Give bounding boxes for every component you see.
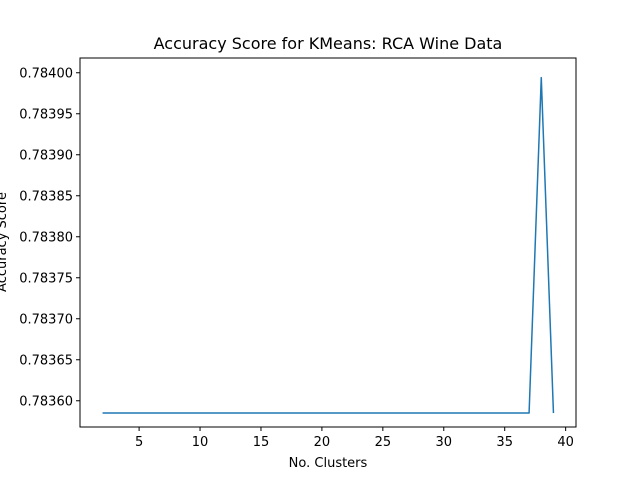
y-tick-label: 0.78395 [19, 107, 73, 122]
x-tick-label: 25 [375, 435, 392, 450]
y-tick-label: 0.78400 [19, 66, 73, 81]
x-tick-label: 35 [496, 435, 513, 450]
plot-area [102, 76, 555, 414]
y-axis-ticks: 0.78360 0.78365 0.78370 0.78375 0.78380 0.783… [19, 66, 80, 409]
x-tick-label: 20 [314, 435, 331, 450]
x-tick-label: 15 [253, 435, 270, 450]
y-tick-label: 0.78365 [19, 353, 73, 368]
y-tick-label: 0.78390 [19, 148, 73, 163]
series-line [102, 76, 555, 414]
x-tick-label: 5 [135, 435, 143, 450]
axes-frame [79, 57, 577, 428]
x-tick-label: 40 [557, 435, 574, 450]
y-tick-label: 0.78380 [19, 230, 73, 245]
y-tick-label: 0.78360 [19, 394, 73, 409]
x-tick-label: 30 [436, 435, 453, 450]
y-tick-label: 0.78370 [19, 312, 73, 327]
y-axis-label: Accuracy Score [0, 192, 10, 292]
x-axis-ticks: 5 10 15 20 25 30 35 40 [135, 427, 574, 450]
y-tick-label: 0.78375 [19, 271, 73, 286]
x-tick-label: 10 [192, 435, 209, 450]
chart-title: Accuracy Score for KMeans: RCA Wine Data [154, 34, 503, 53]
x-axis-label: No. Clusters [289, 456, 368, 471]
y-tick-label: 0.78385 [19, 189, 73, 204]
